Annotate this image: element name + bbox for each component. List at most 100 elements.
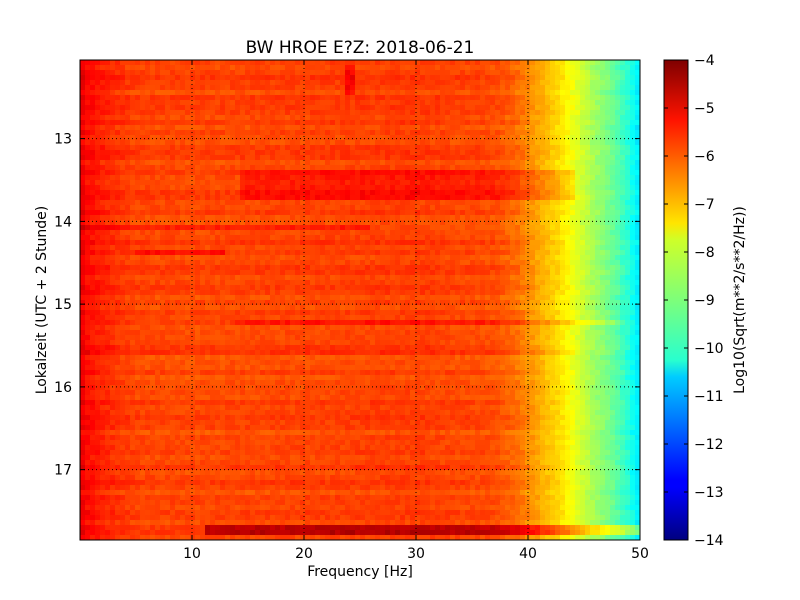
heatmap-cell bbox=[365, 195, 371, 201]
heatmap-cell bbox=[345, 215, 351, 221]
heatmap-cell bbox=[365, 215, 371, 221]
heatmap-cell bbox=[285, 90, 291, 96]
heatmap-cell bbox=[390, 280, 396, 286]
heatmap-cell bbox=[515, 220, 521, 226]
heatmap-cell bbox=[505, 190, 511, 196]
heatmap-cell bbox=[100, 225, 106, 231]
heatmap-cell bbox=[295, 150, 301, 156]
heatmap-cell bbox=[225, 140, 231, 146]
heatmap-cell bbox=[305, 150, 311, 156]
heatmap-cell bbox=[465, 200, 471, 206]
heatmap-cell bbox=[275, 175, 281, 181]
heatmap-cell bbox=[335, 60, 341, 66]
heatmap-cell bbox=[485, 200, 491, 206]
heatmap-cell bbox=[170, 75, 176, 81]
heatmap-cell bbox=[300, 135, 306, 141]
heatmap-cell bbox=[500, 150, 506, 156]
heatmap-cell bbox=[100, 175, 106, 181]
heatmap-cell bbox=[515, 60, 521, 66]
heatmap-cell bbox=[295, 90, 301, 96]
heatmap-cell bbox=[290, 65, 296, 71]
heatmap-cell bbox=[205, 265, 211, 271]
heatmap-cell bbox=[210, 225, 216, 231]
heatmap-cell bbox=[105, 260, 111, 266]
heatmap-cell bbox=[525, 145, 531, 151]
heatmap-cell bbox=[380, 160, 386, 166]
heatmap-cell bbox=[150, 90, 156, 96]
heatmap-cell bbox=[510, 145, 516, 151]
heatmap-cell bbox=[195, 245, 201, 251]
heatmap-cell bbox=[605, 145, 611, 151]
heatmap-cell bbox=[160, 225, 166, 231]
heatmap-cell bbox=[590, 120, 596, 126]
heatmap-cell bbox=[205, 255, 211, 261]
heatmap-cell bbox=[495, 210, 501, 216]
heatmap-cell bbox=[470, 180, 476, 186]
heatmap-cell bbox=[590, 125, 596, 131]
heatmap-cell bbox=[105, 255, 111, 261]
heatmap-cell bbox=[155, 260, 161, 266]
heatmap-cell bbox=[320, 260, 326, 266]
heatmap-cell bbox=[465, 230, 471, 236]
heatmap-cell bbox=[155, 215, 161, 221]
heatmap-cell bbox=[170, 180, 176, 186]
heatmap-cell bbox=[255, 135, 261, 141]
heatmap-cell bbox=[555, 175, 561, 181]
heatmap-cell bbox=[115, 75, 121, 81]
heatmap-cell bbox=[200, 65, 206, 71]
heatmap-cell bbox=[495, 70, 501, 76]
heatmap-cell bbox=[215, 75, 221, 81]
heatmap-cell bbox=[335, 280, 341, 286]
heatmap-cell bbox=[530, 165, 536, 171]
heatmap-cell bbox=[360, 215, 366, 221]
heatmap-cell bbox=[425, 200, 431, 206]
heatmap-cell bbox=[575, 145, 581, 151]
heatmap-cell bbox=[315, 275, 321, 281]
heatmap-cell bbox=[570, 200, 576, 206]
heatmap-cell bbox=[440, 100, 446, 106]
heatmap-cell bbox=[550, 275, 556, 281]
heatmap-cell bbox=[200, 275, 206, 281]
heatmap-cell bbox=[435, 100, 441, 106]
heatmap-cell bbox=[560, 185, 566, 191]
heatmap-cell bbox=[450, 130, 456, 136]
heatmap-cell bbox=[345, 135, 351, 141]
heatmap-cell bbox=[295, 200, 301, 206]
heatmap-cell bbox=[605, 235, 611, 241]
heatmap-cell bbox=[615, 255, 621, 261]
heatmap-cell bbox=[545, 60, 551, 66]
heatmap-cell bbox=[360, 125, 366, 131]
heatmap-cell bbox=[235, 185, 241, 191]
heatmap-cell bbox=[570, 120, 576, 126]
heatmap-cell bbox=[365, 230, 371, 236]
heatmap-cell bbox=[295, 140, 301, 146]
heatmap-cell bbox=[115, 275, 121, 281]
heatmap-cell bbox=[635, 210, 640, 216]
heatmap-cell bbox=[330, 215, 336, 221]
heatmap-cell bbox=[340, 135, 346, 141]
heatmap-cell bbox=[110, 85, 116, 91]
heatmap-cell bbox=[305, 145, 311, 151]
heatmap-cell bbox=[230, 115, 236, 121]
heatmap-cell bbox=[345, 110, 351, 116]
heatmap-cell bbox=[595, 205, 601, 211]
heatmap-cell bbox=[350, 180, 356, 186]
heatmap-cell bbox=[80, 195, 86, 201]
heatmap-cell bbox=[335, 245, 341, 251]
heatmap-cell bbox=[465, 60, 471, 66]
heatmap-cell bbox=[450, 175, 456, 181]
heatmap-cell bbox=[410, 115, 416, 121]
heatmap-cell bbox=[300, 250, 306, 256]
heatmap-cell bbox=[365, 145, 371, 151]
heatmap-cell bbox=[545, 245, 551, 251]
heatmap-cell bbox=[390, 140, 396, 146]
heatmap-cell bbox=[635, 240, 640, 246]
heatmap-cell bbox=[480, 145, 486, 151]
heatmap-cell bbox=[235, 75, 241, 81]
heatmap-cell bbox=[300, 185, 306, 191]
heatmap-cell bbox=[295, 100, 301, 106]
heatmap-cell bbox=[225, 275, 231, 281]
heatmap-cell bbox=[290, 145, 296, 151]
heatmap-cell bbox=[380, 80, 386, 86]
heatmap-cell bbox=[145, 165, 151, 171]
